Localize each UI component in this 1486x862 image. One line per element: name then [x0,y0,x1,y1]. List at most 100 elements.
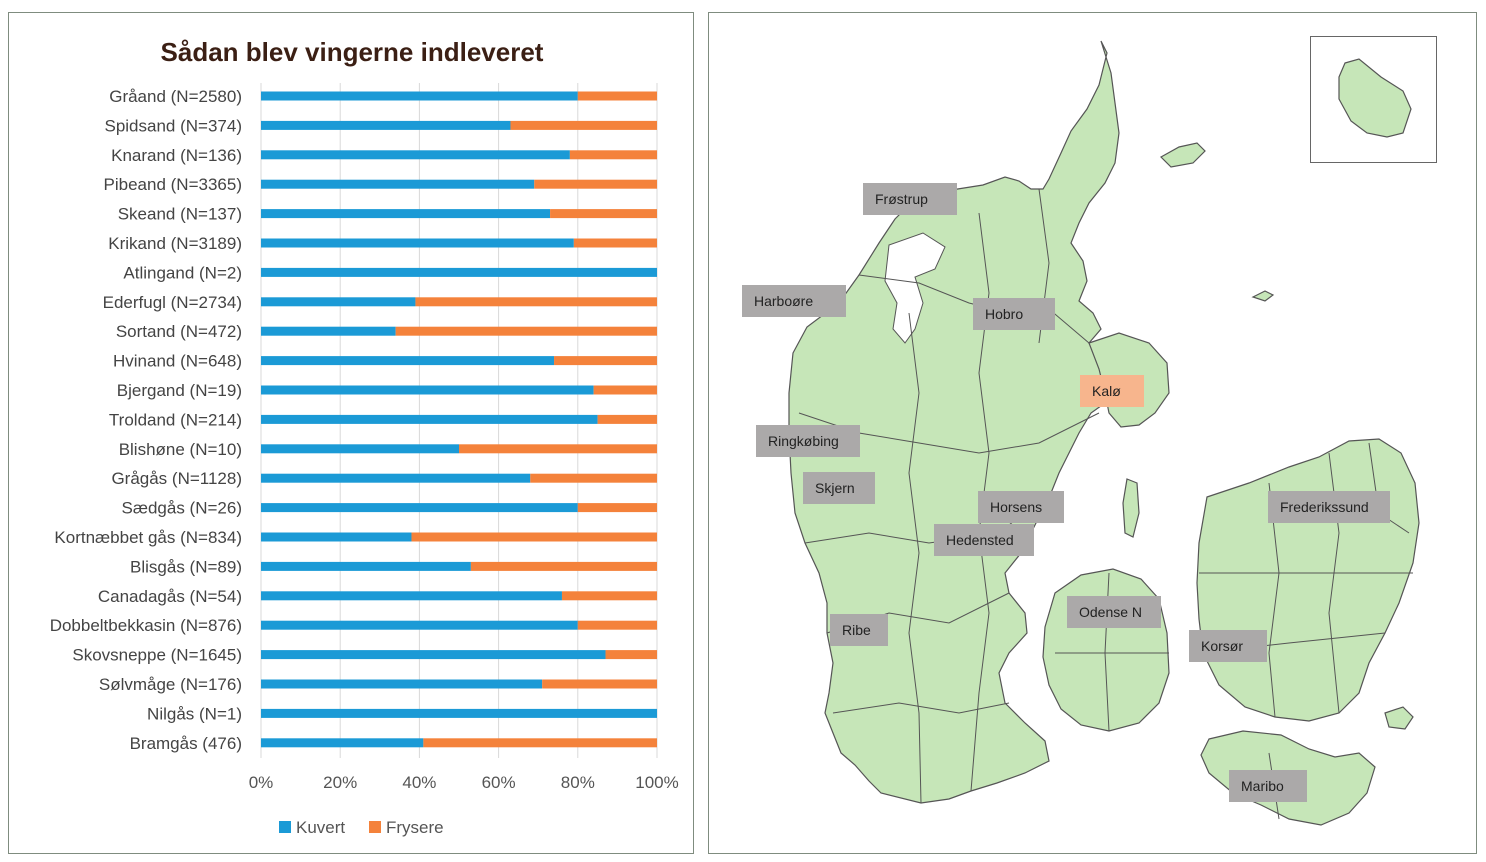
bar-frysere [554,356,657,366]
bar-kuvert [261,414,598,424]
map-label-korsoer: Korsør [1189,630,1267,662]
bar-kuvert [261,209,551,219]
category-label: Sædgås (N=26) [122,499,242,518]
category-label: Kortnæbbet gås (N=834) [54,528,242,547]
map-label-frostrup: Frøstrup [863,183,957,215]
legend-swatch-kuvert [279,821,291,833]
map-label-hobro: Hobro [973,298,1055,330]
bar-kuvert [261,120,511,130]
category-label: Sølvmåge (N=176) [99,675,242,694]
bar-kuvert [261,326,396,336]
bar-kuvert [261,503,578,513]
category-label: Gråand (N=2580) [109,87,242,106]
category-label: Bramgås (476) [130,734,242,753]
category-label: Bjergand (N=19) [117,381,242,400]
map-label-skjern: Skjern [803,472,875,504]
zealand-landmass [1196,438,1420,722]
limfjord-water [884,232,946,344]
category-label: Dobbeltbekkasin (N=876) [50,616,242,635]
legend-swatch-frysere [369,821,381,833]
category-label: Krikand (N=3189) [108,234,242,253]
bar-frysere [605,650,657,660]
laesoe-landmass [1160,142,1206,168]
bar-frysere [411,532,657,542]
x-tick-label: 0% [249,773,274,792]
bar-kuvert [261,591,562,601]
bar-kuvert [261,356,555,366]
bar-frysere [550,209,657,219]
bar-frysere [459,444,657,454]
bar-kuvert [261,650,606,660]
bar-kuvert [261,561,471,571]
map-label-ringkoebing: Ringkøbing [756,425,860,457]
category-label: Sortand (N=472) [116,322,242,341]
bar-frysere [530,473,657,483]
category-label: Hvinand (N=648) [113,352,242,371]
bar-frysere [561,591,657,601]
bar-kuvert [261,444,459,454]
bar-frysere [577,620,657,630]
category-label: Ederfugl (N=2734) [103,293,242,312]
chart-title: Sådan blev vingerne indleveret [160,37,544,67]
bar-kuvert [261,385,594,395]
map-label-odense-n: Odense N [1067,596,1161,628]
x-tick-label: 40% [402,773,436,792]
bar-kuvert [261,267,657,277]
bornholm-inset [1310,36,1437,163]
bar-frysere [423,738,657,748]
map-label-ribe: Ribe [830,614,888,646]
bar-frysere [415,297,657,307]
bar-frysere [577,503,657,513]
legend-label-kuvert: Kuvert [296,818,345,837]
bar-kuvert [261,679,543,689]
category-label: Skeand (N=137) [118,205,242,224]
bar-kuvert [261,738,424,748]
bar-kuvert [261,473,531,483]
funen-landmass [1042,568,1170,732]
x-tick-label: 100% [635,773,678,792]
bornholm-landmass [1338,58,1412,138]
bar-kuvert [261,91,578,101]
category-label: Grågås (N=1128) [111,469,242,488]
category-label: Skovsneppe (N=1645) [72,646,242,665]
category-label: Blishøne (N=10) [119,440,242,459]
bar-frysere [577,91,657,101]
map-label-horsens: Horsens [978,491,1064,523]
category-label: Knarand (N=136) [111,146,242,165]
bar-frysere [542,679,657,689]
bar-frysere [470,561,657,571]
samsoe-landmass [1122,478,1140,538]
category-label: Troldand (N=214) [109,410,242,429]
map-label-harboore: Harboøre [742,285,846,317]
category-label: Canadagås (N=54) [98,587,242,606]
bar-chart: 0% 20% 40% 60% 80% 100% Gråand (N=2580) Spidsan… [50,83,679,837]
chart-panel: Sådan blev vingerne indleveret 0% 20% 40% 6… [8,12,694,854]
map-label-frederikssund: Frederikssund [1268,491,1390,523]
bar-kuvert [261,620,578,630]
map-label-maribo: Maribo [1229,770,1307,802]
bar-frysere [534,179,657,189]
anholt-landmass [1251,290,1275,302]
bar-frysere [395,326,657,336]
category-label: Pibeand (N=3365) [104,175,242,194]
map-panel: Frøstrup Harboøre Hobro Kalø Ringkøbing … [708,12,1477,854]
map-label-hedensted: Hedensted [934,524,1034,556]
x-tick-label: 80% [561,773,595,792]
bar-kuvert [261,297,416,307]
category-label: Nilgås (N=1) [147,704,242,723]
moen-landmass [1384,706,1414,730]
category-label: Blisgås (N=89) [130,557,242,576]
category-label: Spidsand (N=374) [104,116,242,135]
category-label: Atlingand (N=2) [123,263,242,282]
bar-kuvert [261,179,535,189]
x-tick-label: 20% [323,773,357,792]
bar-frysere [569,150,657,160]
bar-frysere [593,385,657,395]
legend-label-frysere: Frysere [386,818,444,837]
x-tick-label: 60% [482,773,516,792]
bar-frysere [573,238,657,248]
map-label-kaloe: Kalø [1080,375,1144,407]
bar-kuvert [261,150,570,160]
bar-kuvert [261,532,412,542]
bar-frysere [597,414,657,424]
